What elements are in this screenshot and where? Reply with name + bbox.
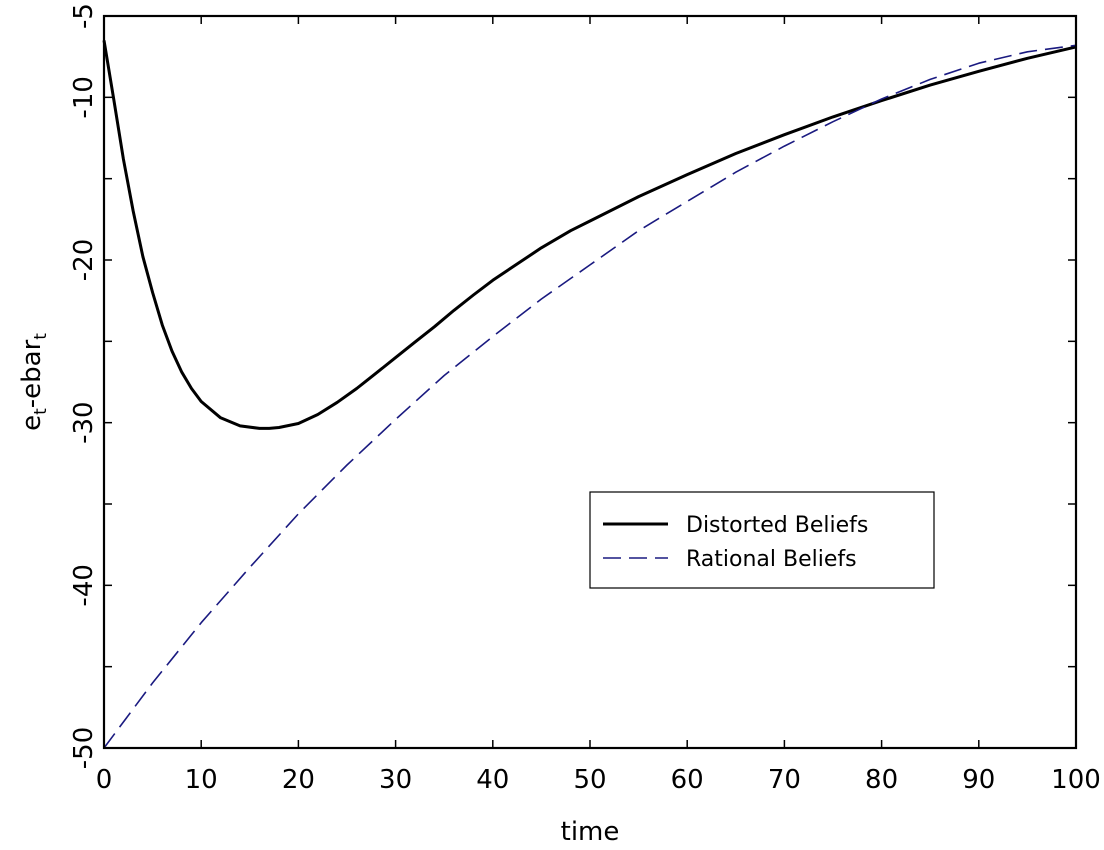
x-tick-label: 80: [865, 765, 898, 795]
x-tick-label: 20: [282, 765, 315, 795]
y-tick-label: -5: [69, 3, 99, 29]
x-tick-label: 100: [1051, 765, 1101, 795]
y-axis-label: et-ebart: [17, 333, 51, 431]
y-tick-label: -40: [69, 564, 99, 606]
y-tick-label: -20: [69, 239, 99, 281]
x-tick-label: 40: [476, 765, 509, 795]
legend-box: [589, 491, 935, 589]
legend: Distorted Beliefs Rational Beliefs: [589, 491, 935, 589]
y-tick-label: -10: [69, 76, 99, 118]
y-tick-label: -50: [69, 727, 99, 769]
y-axis-label-main: e: [17, 415, 47, 431]
y-axis-label-sub: t: [31, 408, 51, 415]
x-tick-label: 90: [962, 765, 995, 795]
ticks-layer: 0 10 20 30 40 50 60 70 80 90 100 -50 -40 -30 -20 -10 -5: [69, 3, 1101, 795]
y-axis-label-sub2: t: [31, 333, 51, 340]
x-tick-label: 70: [768, 765, 801, 795]
y-tick-label: -30: [69, 401, 99, 443]
x-axis-label: time: [561, 817, 620, 847]
legend-label-rational: Rational Beliefs: [686, 547, 857, 572]
x-tick-label: 0: [96, 765, 113, 795]
x-tick-label: 50: [573, 765, 606, 795]
x-tick-label: 30: [379, 765, 412, 795]
x-tick-label: 10: [185, 765, 218, 795]
legend-label-distorted: Distorted Beliefs: [686, 513, 868, 538]
y-axis-label-mid: -ebar: [17, 339, 47, 408]
plot-background: [104, 16, 1076, 748]
series-line-rational-beliefs: [103, 44, 1077, 749]
series-layer: [102, 40, 1077, 749]
series-line-distorted-beliefs: [102, 40, 1077, 430]
x-tick-label: 60: [671, 765, 704, 795]
